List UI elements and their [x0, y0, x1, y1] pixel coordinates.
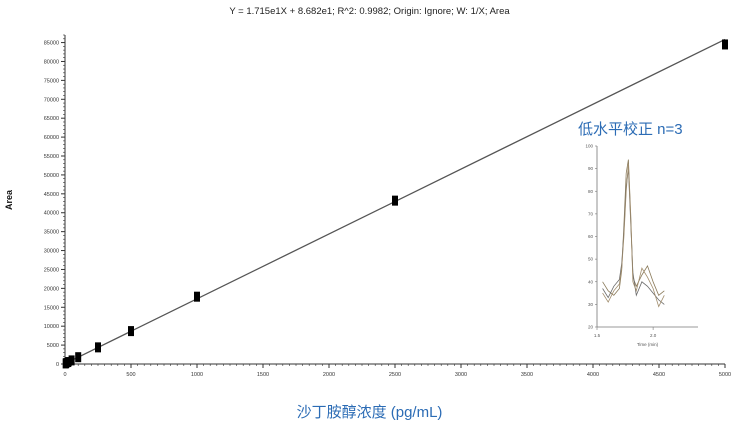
x-axis-label: 沙丁胺醇浓度 (pg/mL)	[296, 404, 443, 421]
inset-title: 低水平校正 n=3	[578, 121, 683, 138]
y-tick-label: 30000	[44, 249, 59, 255]
inset-y-tick-label: 50	[588, 257, 594, 262]
x-tick-label: 1000	[191, 372, 203, 378]
y-tick-label: 50000	[44, 173, 59, 179]
data-point	[65, 357, 72, 368]
data-point	[128, 326, 134, 337]
x-tick-label: 4500	[653, 372, 665, 378]
y-tick-label: 45000	[44, 192, 59, 198]
y-tick-label: 10000	[44, 324, 59, 330]
y-tick-label: 40000	[44, 211, 59, 217]
data-point	[68, 355, 75, 366]
inset-y-tick-label: 100	[585, 144, 593, 149]
y-tick-label: 80000	[44, 59, 59, 65]
y-tick-label: 75000	[44, 78, 59, 84]
inset-y-tick-label: 40	[588, 279, 594, 284]
inset-y-tick-label: 90	[588, 166, 594, 171]
y-tick-label: 65000	[44, 116, 59, 122]
y-tick-label: 55000	[44, 154, 59, 160]
y-tick-label: 0	[56, 362, 59, 368]
inset-y-tick-label: 30	[588, 302, 594, 307]
inset-series-line	[602, 164, 665, 308]
inset-y-tick-label: 60	[588, 234, 594, 239]
y-tick-label: 35000	[44, 230, 59, 236]
x-tick-label: 2000	[323, 372, 335, 378]
chart-title: Y = 1.715e1X + 8.682e1; R^2: 0.9982; Ori…	[229, 6, 510, 17]
y-tick-label: 15000	[44, 305, 59, 311]
x-tick-label: 500	[126, 372, 135, 378]
inset-x-tick-label: 1.5	[594, 333, 601, 338]
x-tick-label: 5000	[719, 372, 731, 378]
inset-y-tick-label: 20	[588, 325, 594, 330]
y-tick-label: 70000	[44, 97, 59, 103]
inset-x-tick-label: 2.0	[650, 333, 657, 338]
data-point	[75, 352, 82, 363]
data-point	[392, 195, 398, 206]
x-tick-label: 2500	[389, 372, 401, 378]
x-tick-label: 4000	[587, 372, 599, 378]
x-tick-label: 3000	[455, 372, 467, 378]
y-tick-label: 25000	[44, 267, 59, 273]
y-tick-label: 85000	[44, 41, 59, 47]
inset-y-tick-label: 70	[588, 211, 594, 216]
y-tick-label: 5000	[47, 343, 59, 349]
x-tick-label: 3500	[521, 372, 533, 378]
y-tick-label: 60000	[44, 135, 59, 141]
data-point	[722, 39, 728, 50]
inset-y-tick-label: 80	[588, 189, 594, 194]
data-point	[95, 342, 101, 353]
inset-x-axis-label: Time (min)	[637, 342, 659, 347]
y-tick-label: 20000	[44, 286, 59, 292]
data-point	[194, 291, 200, 302]
x-tick-label: 0	[63, 372, 66, 378]
x-tick-label: 1500	[257, 372, 269, 378]
